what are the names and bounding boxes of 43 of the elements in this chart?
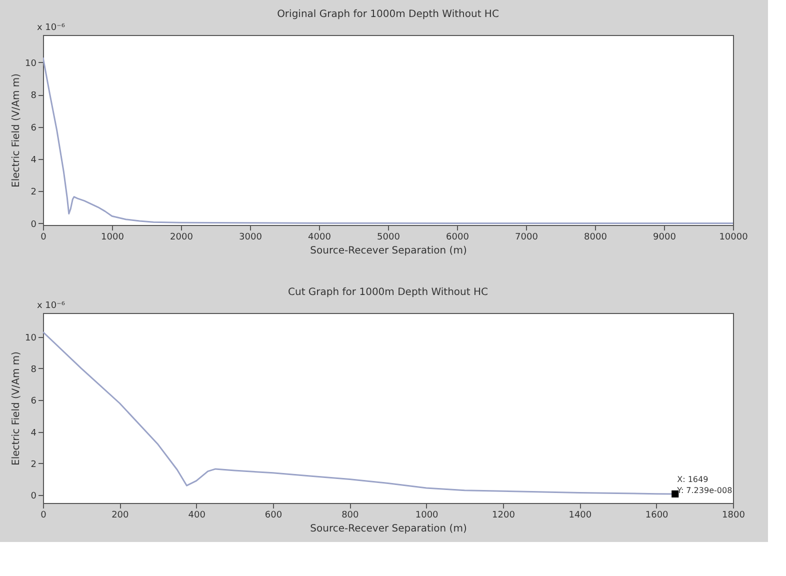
y-tick-label: 2 — [30, 188, 36, 198]
chart-title: Cut Graph for 1000m Depth Without HC — [288, 287, 488, 298]
line-series — [43, 56, 733, 224]
y-tick-label: 4 — [30, 155, 37, 166]
x-tick-label: 1000 — [101, 232, 124, 242]
x-tick-label: 4000 — [308, 232, 332, 242]
x-tick-label: 200 — [112, 510, 130, 520]
y-tick-label: 6 — [30, 123, 37, 134]
y-tick-label: 4 — [30, 428, 37, 438]
x-tick-label: 1800 — [722, 510, 746, 520]
y-tick-label: 8 — [30, 91, 37, 102]
chart-title: Original Graph for 1000m Depth Without HC — [277, 9, 499, 20]
x-tick-label: 2000 — [170, 232, 194, 242]
y-tick-label: 10 — [25, 58, 37, 69]
x-axis-title: Source-Recever Separation (m) — [310, 246, 467, 256]
x-tick-label: 600 — [264, 510, 282, 520]
x-tick-label: 9000 — [653, 232, 676, 242]
y-tick-label: 2 — [30, 460, 36, 470]
x-tick-label: 6000 — [446, 232, 470, 242]
x-tick-label: 1000 — [415, 510, 439, 520]
x-tick-label: 8000 — [584, 232, 608, 242]
text: x 10⁻⁶ — [37, 23, 66, 33]
x-tick-label: 3000 — [239, 232, 262, 242]
x-tick-label: 7000 — [515, 232, 538, 242]
x-tick-label: 1200 — [492, 510, 516, 520]
text: x 10⁻⁶ — [37, 301, 66, 311]
y-tick-label: 8 — [30, 364, 37, 375]
x-tick-label: 800 — [342, 510, 360, 520]
y-tick-label: 0 — [30, 220, 37, 230]
x-tick-label: 1400 — [568, 510, 592, 520]
x-tick-label: 10000 — [719, 232, 748, 242]
x-tick-label: 5000 — [377, 232, 400, 242]
y-axis-title: Electric Field (V/Am m) — [11, 73, 22, 188]
y-axis-title: Electric Field (V/Am m) — [11, 351, 22, 466]
x-tick-label: 400 — [188, 510, 206, 520]
y-tick-label: 0 — [30, 492, 37, 502]
x-tick-label: 0 — [40, 232, 47, 242]
annotation: X: 1649 Y: 7.239e-008 — [676, 474, 732, 495]
y-tick-label: 10 — [25, 333, 37, 344]
x-tick-label: 1600 — [645, 510, 669, 520]
y-tick-label: 6 — [30, 396, 37, 407]
x-tick-label: 0 — [40, 510, 47, 520]
x-axis-title: Source-Recever Separation (m) — [310, 524, 467, 534]
